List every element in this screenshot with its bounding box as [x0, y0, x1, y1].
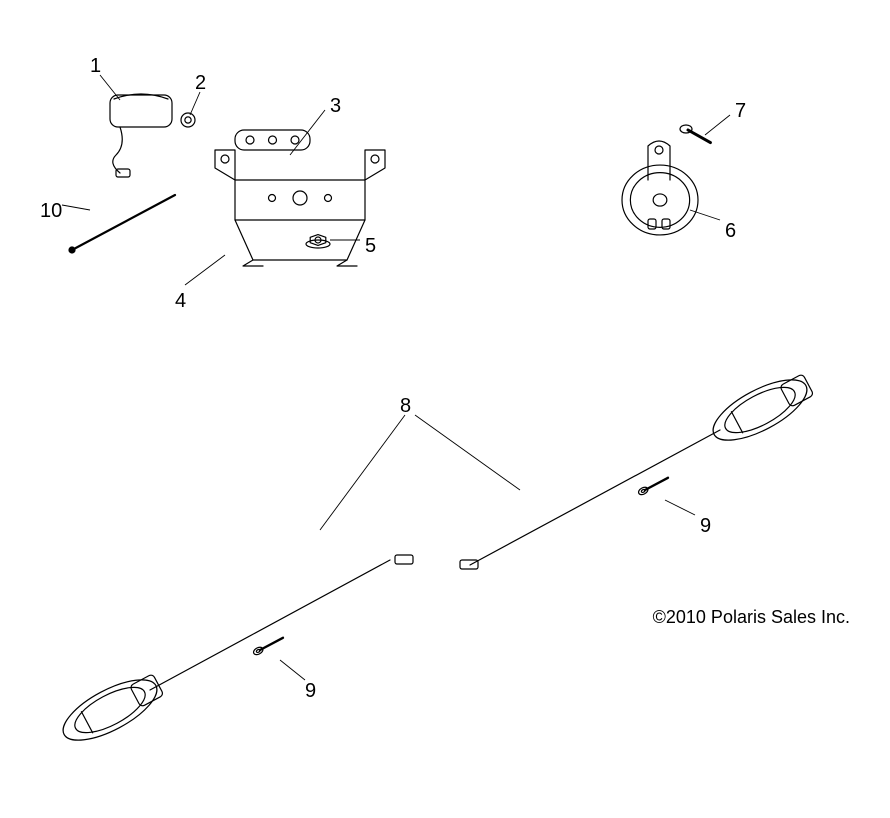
callout-2: 2	[195, 72, 206, 95]
callout-5: 5	[365, 235, 376, 258]
callout-8: 8	[400, 395, 411, 418]
callout-10: 10	[40, 200, 62, 223]
callout-1: 1	[90, 55, 101, 78]
diagram-svg	[0, 0, 890, 818]
callout-9b: 9	[305, 680, 316, 703]
callout-6: 6	[725, 220, 736, 243]
copyright-text: ©2010 Polaris Sales Inc.	[653, 607, 850, 628]
callout-4: 4	[175, 290, 186, 313]
callout-7: 7	[735, 100, 746, 123]
callout-9a: 9	[700, 515, 711, 538]
diagram-stage: 1 2 3 4 5 6 7 8 9 9 10 ©2010 Polaris Sal…	[0, 0, 890, 818]
callout-3: 3	[330, 95, 341, 118]
